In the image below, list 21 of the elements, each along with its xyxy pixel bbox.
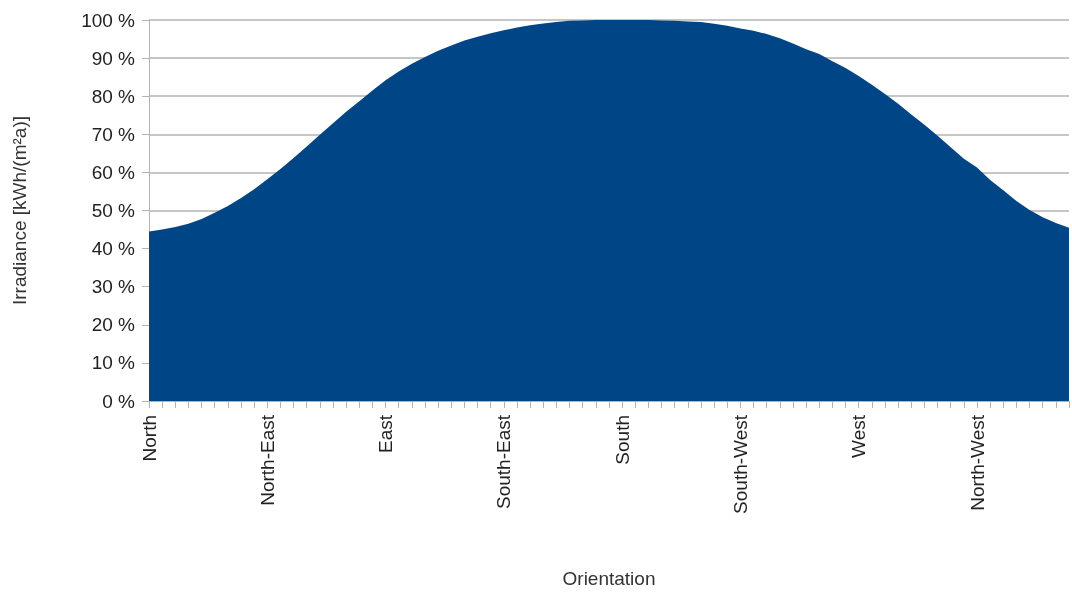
x-tick-label: East bbox=[375, 414, 397, 454]
x-axis-title: Orientation bbox=[562, 568, 656, 589]
x-tick-label: North-East bbox=[256, 414, 278, 506]
y-tick-label: 0 % bbox=[102, 390, 136, 412]
x-tick-label: West bbox=[848, 414, 870, 458]
y-tick-label: 80 % bbox=[91, 85, 136, 107]
y-tick-label: 90 % bbox=[91, 47, 136, 69]
y-axis-title: Irradiance [kWh/(m²a)] bbox=[9, 116, 30, 305]
x-tick-label: South-East bbox=[493, 414, 515, 509]
y-tick-label: 10 % bbox=[91, 352, 136, 374]
y-tick-label: 30 % bbox=[91, 276, 136, 298]
y-tick-label: 100 % bbox=[81, 9, 136, 31]
y-tick-label: 40 % bbox=[91, 238, 136, 260]
x-tick-label: North bbox=[138, 415, 160, 462]
y-tick-label: 60 % bbox=[91, 161, 136, 183]
y-tick-label: 70 % bbox=[91, 123, 136, 145]
y-tick-label: 20 % bbox=[91, 314, 136, 336]
y-tick-label: 50 % bbox=[91, 200, 136, 221]
x-tick-label: South bbox=[611, 415, 633, 465]
x-tick-label: South-West bbox=[729, 414, 751, 514]
x-tick-label: North-West bbox=[966, 414, 988, 511]
